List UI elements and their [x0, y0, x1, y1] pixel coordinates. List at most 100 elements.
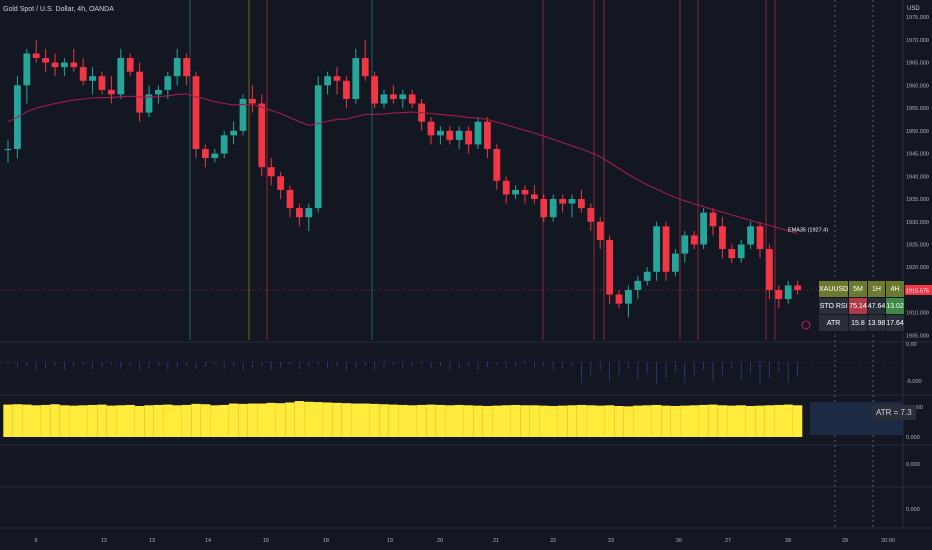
atr-bar	[557, 405, 568, 437]
atr-bar	[576, 404, 587, 437]
atr-bar	[595, 405, 605, 437]
table-header-5m: 5M	[848, 280, 868, 298]
atr-bar	[238, 403, 248, 437]
candle-down	[493, 148, 501, 181]
candle-down	[286, 189, 294, 209]
atr-bar	[351, 403, 361, 437]
atr-bar	[398, 404, 408, 437]
atr-bar	[680, 405, 690, 437]
ema-label: EMA35 (1927.4)	[788, 228, 828, 234]
atr-bar	[134, 405, 145, 437]
price-tick-label: 1965.000	[906, 61, 929, 67]
candle-up	[352, 58, 360, 99]
price-tick-label: 1960.000	[906, 83, 929, 89]
atr-bar	[604, 405, 615, 437]
atr-bar	[219, 404, 229, 437]
candle-up	[399, 94, 407, 99]
candle-up	[549, 199, 557, 218]
candle-down	[98, 76, 106, 90]
candle-up	[211, 153, 219, 159]
candle-down	[408, 94, 416, 104]
candle-down	[79, 67, 87, 81]
price-tick-label: 1975.000	[906, 15, 929, 21]
atr-bar	[426, 404, 436, 437]
atr-bar	[275, 403, 286, 437]
last-price-label: 1915.575	[906, 288, 929, 294]
atr-bar	[642, 405, 652, 437]
price-tick-label: 1910.000	[906, 311, 929, 317]
atr-bar	[708, 404, 718, 437]
atr-bar	[144, 405, 154, 437]
atr-bar	[670, 405, 681, 437]
atr-bar	[510, 404, 521, 437]
table-header-4h: 4H	[885, 280, 905, 298]
candle-down	[126, 58, 134, 72]
candle-down	[390, 94, 397, 99]
time-tick-label: 21	[493, 538, 499, 544]
candle-up	[437, 130, 444, 136]
atr-bar	[407, 405, 417, 437]
atr-bar	[87, 404, 98, 437]
candle-up	[89, 76, 96, 81]
atr-value-badge: ATR = 7.3	[872, 405, 916, 420]
candle-down	[343, 80, 350, 99]
candle-down	[540, 199, 548, 218]
candle-up	[681, 235, 689, 254]
atr-bar	[106, 405, 117, 437]
candle-down	[183, 58, 190, 77]
atr-bar	[454, 404, 464, 437]
candle-up	[117, 58, 125, 95]
atr-bar	[445, 405, 455, 437]
atr-bar	[200, 404, 211, 437]
atr-bar	[40, 404, 51, 437]
candle-down	[136, 71, 143, 113]
currency-label: USD	[907, 6, 920, 12]
candle-down	[531, 194, 538, 200]
table-symbol: XAUUSD	[817, 280, 850, 298]
candle-down	[766, 249, 773, 290]
candle-down	[70, 62, 78, 68]
candle-up	[747, 226, 754, 245]
price-tick-label: 1930.000	[906, 220, 929, 226]
candle-up	[305, 208, 313, 218]
atr-bar	[313, 402, 323, 437]
time-tick-label: 19	[387, 538, 393, 544]
atr-bar	[539, 405, 549, 437]
atr-bar	[473, 405, 483, 437]
atr-bar	[247, 403, 258, 437]
atr-bar	[322, 402, 333, 437]
candle-down	[690, 235, 698, 245]
atr-bar	[548, 405, 558, 437]
atr-bar	[492, 405, 502, 437]
time-tick-label: 22	[550, 538, 556, 544]
candle-down	[709, 212, 717, 227]
price-tick-label: 1945.000	[906, 152, 929, 158]
candle-down	[427, 121, 435, 136]
atr-bar	[755, 405, 765, 437]
time-tick-label: 20	[437, 538, 443, 544]
table-cell: 47.64	[866, 297, 887, 315]
candle-up	[61, 62, 68, 68]
candle-down	[484, 121, 491, 149]
candle-down	[587, 208, 595, 222]
atr-bar	[78, 405, 88, 437]
atr-bar	[586, 405, 596, 437]
price-tick-label: 1925.000	[906, 242, 929, 248]
candle-up	[164, 76, 172, 90]
atr-bar	[181, 404, 192, 437]
atr-bar	[416, 404, 427, 437]
atr-bar	[614, 405, 624, 437]
atr-bar	[163, 404, 173, 437]
candle-down	[502, 180, 510, 195]
candle-down	[267, 167, 275, 177]
table-row-label: ATR	[817, 314, 850, 332]
atr-bar	[698, 404, 709, 437]
indicator-tick-label: -5.000	[906, 379, 922, 385]
candle-down	[202, 148, 209, 159]
time-tick-label: 20:00	[881, 538, 895, 544]
indicator-tick-label: 0.00	[906, 342, 917, 348]
candle-up	[155, 89, 162, 95]
candle-up	[672, 253, 679, 272]
candle-up	[643, 271, 651, 281]
